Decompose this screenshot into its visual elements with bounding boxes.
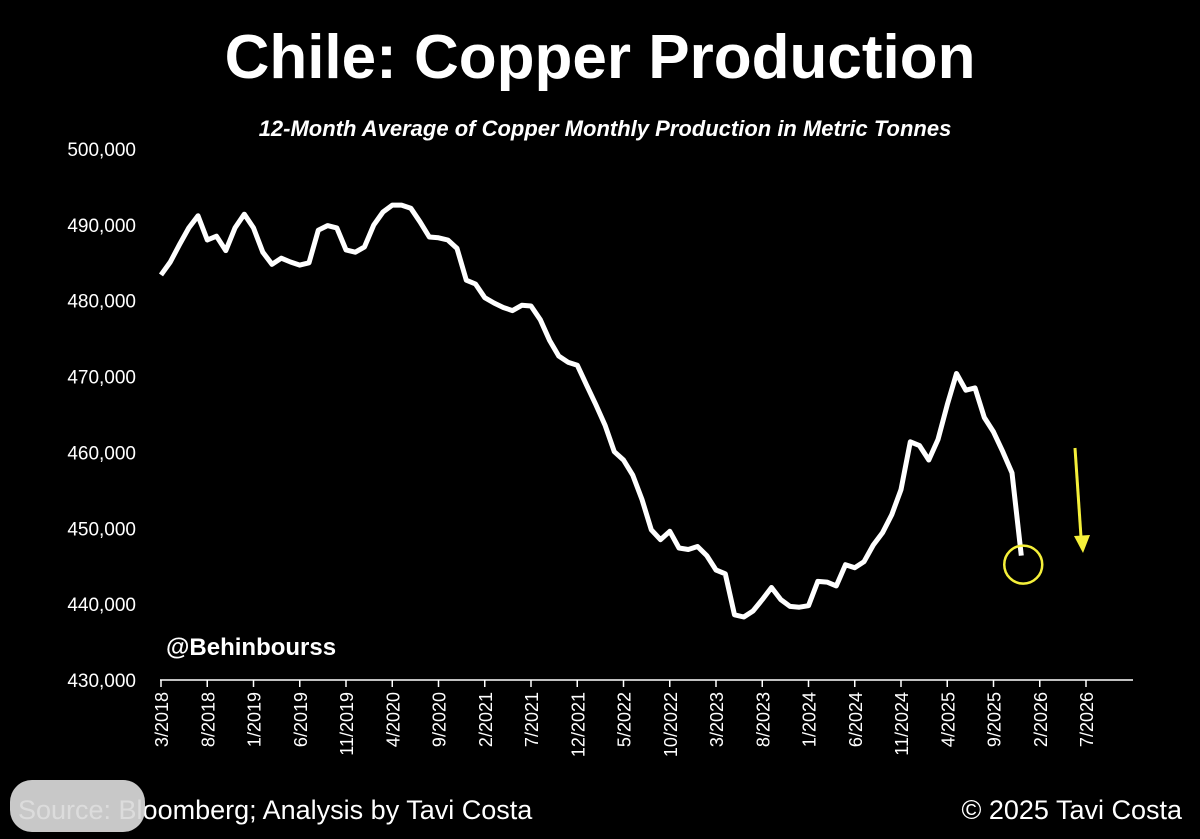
x-tick-label: 7/2021 bbox=[522, 692, 542, 747]
x-tick-label: 3/2018 bbox=[152, 692, 172, 747]
copyright-note: © 2025 Tavi Costa bbox=[961, 795, 1182, 825]
y-tick-label: 480,000 bbox=[67, 292, 136, 313]
y-tick-label: 430,000 bbox=[67, 671, 136, 692]
chart-title: Chile: Copper Production bbox=[224, 23, 976, 92]
x-tick-label: 3/2023 bbox=[707, 692, 727, 747]
x-tick-label: 4/2020 bbox=[383, 692, 403, 747]
x-tick-label: 8/2018 bbox=[198, 692, 218, 747]
x-tick-label: 9/2020 bbox=[430, 692, 450, 747]
x-tick-label: 6/2024 bbox=[846, 692, 866, 747]
x-tick-label: 4/2025 bbox=[938, 692, 958, 747]
x-tick-label: 1/2024 bbox=[800, 692, 820, 747]
highlight-circle bbox=[1003, 544, 1044, 585]
series-line bbox=[158, 202, 1024, 620]
x-tick-label: 2/2026 bbox=[1031, 692, 1051, 747]
y-tick-label: 460,000 bbox=[67, 443, 136, 464]
chart-subtitle: 12-Month Average of Copper Monthly Produ… bbox=[258, 116, 952, 141]
y-tick-label: 490,000 bbox=[67, 216, 136, 237]
x-tick-label: 8/2023 bbox=[753, 692, 773, 747]
watermark-handle: @Behinbourss bbox=[166, 634, 337, 661]
down-arrow-shaft bbox=[1073, 447, 1083, 538]
x-tick-label: 11/2024 bbox=[892, 692, 912, 756]
down-arrow-head bbox=[1074, 535, 1090, 553]
x-tick-label: 10/2022 bbox=[661, 692, 681, 757]
y-tick-label: 440,000 bbox=[67, 595, 136, 616]
x-tick-label: 5/2022 bbox=[615, 692, 635, 747]
x-tick-label: 7/2026 bbox=[1077, 692, 1097, 747]
x-tick-label: 9/2025 bbox=[985, 692, 1005, 747]
x-tick-label: 2/2021 bbox=[476, 692, 496, 747]
x-tick-label: 1/2019 bbox=[245, 692, 265, 747]
watermark-logo bbox=[10, 780, 145, 832]
x-tick-label: 11/2019 bbox=[337, 692, 357, 756]
y-tick-label: 470,000 bbox=[67, 368, 136, 389]
y-tick-label: 450,000 bbox=[67, 519, 136, 540]
y-tick-label: 500,000 bbox=[67, 140, 136, 161]
x-tick-label: 12/2021 bbox=[568, 692, 588, 757]
x-tick-label: 6/2019 bbox=[291, 692, 311, 747]
